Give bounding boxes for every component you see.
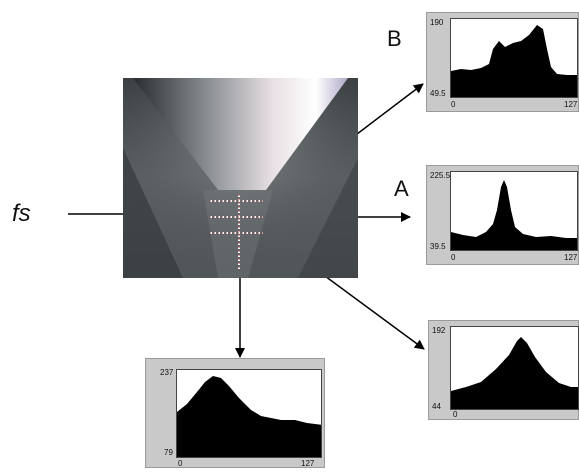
plot-bottom-ymax: 237	[160, 368, 174, 377]
tool-photo	[123, 78, 358, 278]
plot-b-profile	[451, 25, 577, 97]
plot-bottom-ymin: 79	[164, 448, 173, 457]
plot-b-xmax: 127	[564, 100, 578, 109]
plot-b-ymax: 190	[430, 18, 444, 27]
plot-right-lower: 192 44 0	[428, 320, 579, 420]
plot-b-ymin: 49.5	[430, 89, 446, 98]
plot-a-profile	[451, 180, 577, 250]
plot-b: 190 49.5 0 127	[426, 12, 579, 112]
plot-right-lower-xmin: 0	[453, 410, 458, 419]
plot-bottom-xmax: 127	[301, 459, 315, 468]
plot-a-area	[450, 171, 578, 251]
label-a: A	[394, 176, 409, 201]
plot-a-ymin: 39.5	[430, 242, 446, 251]
plot-right-lower-area	[450, 326, 579, 410]
plot-a-xmax: 127	[564, 253, 578, 262]
measurement-markers	[210, 195, 263, 270]
label-fs: fs	[12, 200, 31, 227]
plot-right-lower-ymin: 44	[432, 402, 441, 411]
plot-right-lower-profile	[451, 337, 578, 409]
plot-a-ymax: 225.5	[430, 171, 451, 180]
plot-bottom-area	[176, 369, 322, 458]
plot-right-lower-ymax: 192	[432, 326, 446, 335]
label-b: B	[387, 26, 402, 51]
plot-a-xmin: 0	[451, 253, 456, 262]
plot-bottom: 237 79 0 127	[145, 358, 325, 468]
plot-a: 225.5 39.5 0 127	[426, 165, 579, 265]
plot-bottom-profile	[177, 376, 321, 457]
plot-b-xmin: 0	[451, 100, 456, 109]
plot-b-area	[450, 18, 578, 98]
plot-bottom-xmin: 0	[178, 459, 183, 468]
